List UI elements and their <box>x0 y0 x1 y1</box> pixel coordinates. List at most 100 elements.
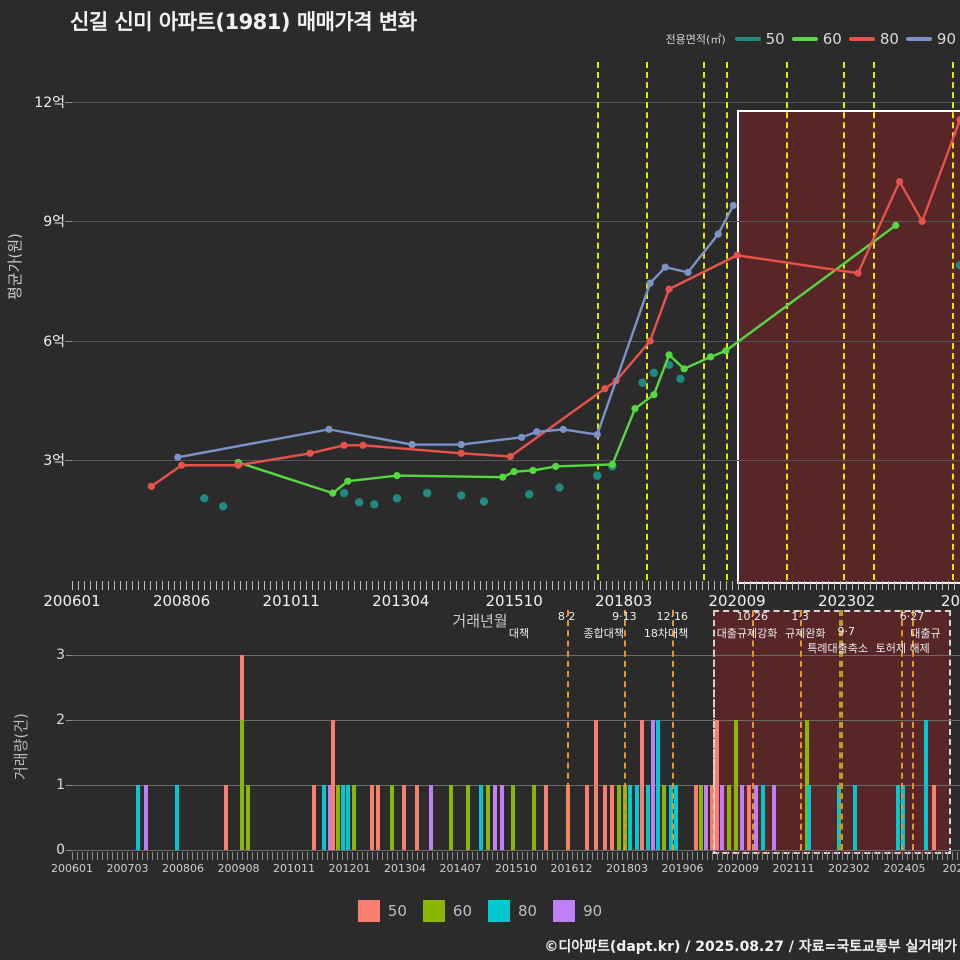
volume-bar[interactable] <box>341 785 346 850</box>
volume-bar[interactable] <box>674 785 679 850</box>
volume-bar[interactable] <box>650 720 655 850</box>
volume-bar[interactable] <box>389 785 394 850</box>
price-data-point[interactable] <box>650 391 658 399</box>
volume-bar[interactable] <box>448 785 453 850</box>
price-data-point[interactable] <box>955 261 960 270</box>
price-data-point[interactable] <box>559 425 567 433</box>
price-data-point[interactable] <box>555 483 564 492</box>
volume-bar[interactable] <box>327 785 332 850</box>
volume-bar[interactable] <box>544 785 549 850</box>
price-data-point[interactable] <box>956 116 960 124</box>
top-legend-item-50[interactable]: 50 <box>734 30 785 48</box>
price-data-point[interactable] <box>733 251 741 259</box>
volume-bar[interactable] <box>924 720 929 850</box>
volume-bar[interactable] <box>896 785 901 850</box>
price-data-point[interactable] <box>354 498 364 507</box>
price-data-point[interactable] <box>370 500 379 509</box>
price-data-point[interactable] <box>325 425 333 433</box>
price-data-point[interactable] <box>392 494 402 503</box>
price-data-point[interactable] <box>174 453 182 461</box>
volume-bar[interactable] <box>466 785 471 850</box>
volume-bar[interactable] <box>761 785 766 850</box>
top-legend-item-80[interactable]: 80 <box>848 30 899 48</box>
volume-bar[interactable] <box>531 785 536 850</box>
volume-bar[interactable] <box>428 785 433 850</box>
price-data-point[interactable] <box>714 230 722 238</box>
volume-bar[interactable] <box>640 720 645 850</box>
volume-bar[interactable] <box>720 785 725 850</box>
price-series-60[interactable] <box>234 221 900 497</box>
volume-bar[interactable] <box>931 785 936 850</box>
volume-bar[interactable] <box>709 785 714 850</box>
volume-bar[interactable] <box>335 785 340 850</box>
bottom-legend-item-90[interactable]: 90 <box>553 900 602 922</box>
volume-bar[interactable] <box>734 720 739 850</box>
volume-bar[interactable] <box>346 785 351 850</box>
volume-bar[interactable] <box>739 785 744 850</box>
volume-bar[interactable] <box>771 785 776 850</box>
volume-bar[interactable] <box>331 720 336 850</box>
top-legend-item-90[interactable]: 90 <box>905 30 956 48</box>
price-data-point[interactable] <box>457 449 465 457</box>
volume-bar[interactable] <box>746 785 751 850</box>
volume-bar[interactable] <box>135 785 140 850</box>
price-data-point[interactable] <box>506 452 514 461</box>
price-data-point[interactable] <box>479 497 489 506</box>
volume-bar[interactable] <box>656 720 661 850</box>
price-data-point[interactable] <box>518 433 526 441</box>
price-data-point[interactable] <box>892 221 900 229</box>
price-data-point[interactable] <box>608 460 616 469</box>
price-data-point[interactable] <box>646 337 654 345</box>
volume-bar[interactable] <box>807 785 812 850</box>
volume-bar[interactable] <box>585 785 590 850</box>
volume-bar[interactable] <box>594 720 599 850</box>
volume-bar[interactable] <box>714 720 719 850</box>
price-data-point[interactable] <box>218 502 228 511</box>
volume-bar[interactable] <box>698 785 703 850</box>
price-data-point[interactable] <box>684 268 692 276</box>
volume-bar[interactable] <box>175 785 179 850</box>
price-data-point[interactable] <box>593 430 601 439</box>
price-data-point[interactable] <box>344 477 352 485</box>
volume-bar[interactable] <box>704 785 709 850</box>
price-data-point[interactable] <box>895 177 904 186</box>
price-data-point[interactable] <box>722 347 730 355</box>
price-data-point[interactable] <box>177 461 186 469</box>
price-data-point[interactable] <box>200 494 209 503</box>
price-data-point[interactable] <box>631 405 639 413</box>
price-chart[interactable]: 12억 9억 6억 3억 <box>34 62 960 584</box>
price-data-point[interactable] <box>329 489 337 497</box>
price-data-point[interactable] <box>359 441 367 449</box>
price-data-point[interactable] <box>665 285 673 293</box>
volume-bar[interactable] <box>500 785 505 850</box>
volume-bar[interactable] <box>143 785 148 850</box>
price-data-point[interactable] <box>499 473 507 481</box>
volume-bar[interactable] <box>485 785 490 850</box>
volume-bar[interactable] <box>311 785 316 850</box>
volume-bar[interactable] <box>246 785 251 850</box>
price-data-point[interactable] <box>393 472 401 480</box>
top-legend-item-60[interactable]: 60 <box>791 30 842 48</box>
volume-bar[interactable] <box>901 785 906 850</box>
volume-bar[interactable] <box>627 785 632 850</box>
price-data-point[interactable] <box>854 269 862 277</box>
price-series-50[interactable] <box>200 261 960 511</box>
price-data-point[interactable] <box>234 461 242 469</box>
price-data-point[interactable] <box>340 441 348 449</box>
volume-bar[interactable] <box>375 785 380 850</box>
price-data-point[interactable] <box>552 462 560 471</box>
price-data-point[interactable] <box>408 440 416 449</box>
price-data-point[interactable] <box>593 471 602 480</box>
volume-bar[interactable] <box>727 785 732 850</box>
price-data-point[interactable] <box>457 440 465 449</box>
volume-bar[interactable] <box>853 785 858 850</box>
volume-bar[interactable] <box>668 785 673 850</box>
volume-bar[interactable] <box>610 785 615 850</box>
volume-bar[interactable] <box>753 785 758 850</box>
price-series-90[interactable] <box>174 201 737 461</box>
volume-bar[interactable] <box>239 720 244 850</box>
price-data-point[interactable] <box>423 488 432 498</box>
price-data-point[interactable] <box>649 368 659 377</box>
price-data-point[interactable] <box>676 374 685 383</box>
bottom-legend-item-80[interactable]: 80 <box>488 900 537 922</box>
